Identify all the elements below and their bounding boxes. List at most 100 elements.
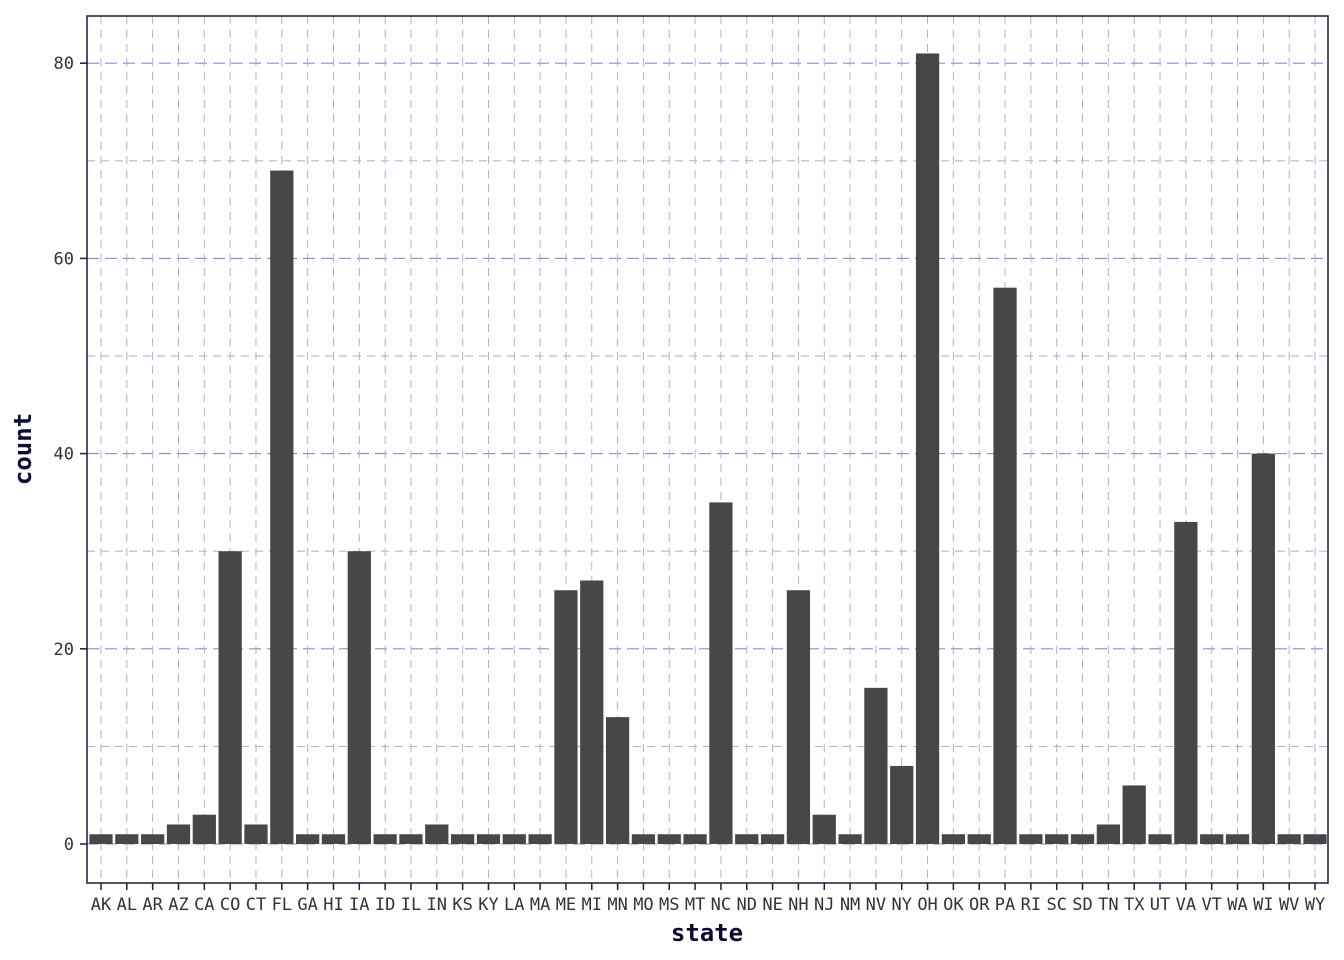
- x-axis-title: state: [671, 919, 743, 947]
- bar-nh: [786, 590, 811, 844]
- bars: [89, 53, 1327, 844]
- x-tick-label: CT: [246, 895, 266, 915]
- x-tick-label: TX: [1124, 895, 1145, 915]
- bar-ne: [760, 834, 785, 844]
- bar-ct: [244, 824, 268, 844]
- bar-wy: [1303, 834, 1327, 844]
- bar-az: [166, 824, 191, 844]
- bar-ri: [1019, 834, 1043, 844]
- x-tick-label: CA: [194, 895, 214, 915]
- x-tick-label: RI: [1021, 895, 1041, 915]
- bar-sc: [1045, 834, 1069, 844]
- x-tick-label: NJ: [814, 895, 834, 915]
- y-tick-label: 20: [54, 640, 74, 660]
- bar-nd: [735, 834, 759, 844]
- bar-ms: [657, 834, 681, 844]
- bar-va: [1174, 521, 1198, 844]
- bar-ia: [347, 551, 371, 844]
- x-tick-label: HI: [323, 895, 343, 915]
- bar-hi: [321, 834, 346, 844]
- x-tick-label: OK: [943, 895, 964, 915]
- x-tick-label: SC: [1046, 895, 1066, 915]
- bar-wa: [1225, 834, 1250, 844]
- x-tick-label: NY: [891, 895, 911, 915]
- x-tick-label: MA: [530, 895, 550, 915]
- bar-mo: [631, 834, 656, 844]
- bar-ny: [890, 765, 914, 844]
- bar-ok: [941, 834, 966, 844]
- bar-vt: [1200, 834, 1224, 844]
- x-tick-label: ME: [556, 895, 576, 915]
- x-tick-label: KS: [452, 895, 472, 915]
- x-axis: AK AL AR AZ CA CO CT FL GA HI IA ID IL IN KS KY LA MA ME MI…: [91, 883, 1325, 915]
- x-tick-label: WI: [1253, 895, 1273, 915]
- bar-id: [373, 834, 397, 844]
- bar-wi: [1251, 453, 1275, 844]
- y-tick-label: 60: [54, 249, 74, 269]
- x-tick-label: UT: [1150, 895, 1170, 915]
- bar-in: [425, 824, 449, 844]
- bar-ga: [296, 834, 320, 844]
- x-tick-label: OH: [917, 895, 937, 915]
- bar-fl: [270, 170, 294, 844]
- bar-mi: [580, 580, 604, 844]
- x-tick-label: VT: [1201, 895, 1221, 915]
- bar-sd: [1070, 834, 1095, 844]
- y-tick-label: 0: [64, 835, 74, 855]
- x-tick-label: CO: [220, 895, 240, 915]
- bar-ma: [528, 834, 552, 844]
- x-tick-label: AZ: [168, 895, 188, 915]
- bar-tn: [1096, 824, 1120, 844]
- x-tick-label: MI: [582, 895, 602, 915]
- bar-ca: [192, 814, 216, 844]
- bar-mn: [605, 717, 630, 844]
- x-tick-label: LA: [504, 895, 524, 915]
- x-tick-label: AK: [91, 895, 112, 915]
- bar-al: [115, 834, 139, 844]
- x-tick-label: WA: [1227, 895, 1247, 915]
- x-tick-label: NM: [840, 895, 860, 915]
- bar-or: [967, 834, 991, 844]
- bar-wv: [1277, 834, 1301, 844]
- bar-ak: [89, 834, 113, 844]
- x-tick-label: VA: [1176, 895, 1196, 915]
- x-tick-label: ND: [737, 895, 757, 915]
- bar-ut: [1148, 834, 1172, 844]
- bar-la: [502, 834, 526, 844]
- x-tick-label: KY: [478, 895, 498, 915]
- x-tick-label: TN: [1098, 895, 1118, 915]
- x-tick-label: NC: [711, 895, 731, 915]
- x-tick-label: IA: [349, 895, 369, 915]
- bar-nm: [838, 834, 862, 844]
- y-tick-label: 40: [54, 445, 74, 465]
- bar-ar: [141, 834, 165, 844]
- bar-il: [399, 834, 423, 844]
- x-tick-label: WV: [1279, 895, 1299, 915]
- x-tick-label: NH: [788, 895, 808, 915]
- x-tick-label: MO: [633, 895, 653, 915]
- x-tick-label: PA: [995, 895, 1015, 915]
- x-tick-label: GA: [297, 895, 317, 915]
- bar-co: [218, 551, 242, 844]
- bar-mt: [683, 834, 707, 844]
- x-tick-label: OR: [969, 895, 990, 915]
- x-tick-label: ID: [375, 895, 395, 915]
- y-tick-label: 80: [54, 54, 74, 74]
- x-tick-label: NE: [762, 895, 782, 915]
- x-tick-label: MS: [659, 895, 679, 915]
- x-tick-label: NV: [866, 895, 886, 915]
- bar-oh: [915, 53, 940, 844]
- plot-panel-border: [86, 15, 1329, 884]
- x-tick-label: AR: [142, 895, 163, 915]
- x-tick-label: SD: [1072, 895, 1092, 915]
- bar-pa: [993, 287, 1017, 844]
- x-tick-label: FL: [272, 895, 292, 915]
- bar-tx: [1122, 785, 1146, 844]
- x-tick-label: AL: [117, 895, 137, 915]
- bar-nc: [709, 502, 733, 844]
- bar-nv: [864, 687, 888, 844]
- x-tick-label: MN: [607, 895, 627, 915]
- x-tick-label: IL: [401, 895, 421, 915]
- bar-ks: [450, 834, 475, 844]
